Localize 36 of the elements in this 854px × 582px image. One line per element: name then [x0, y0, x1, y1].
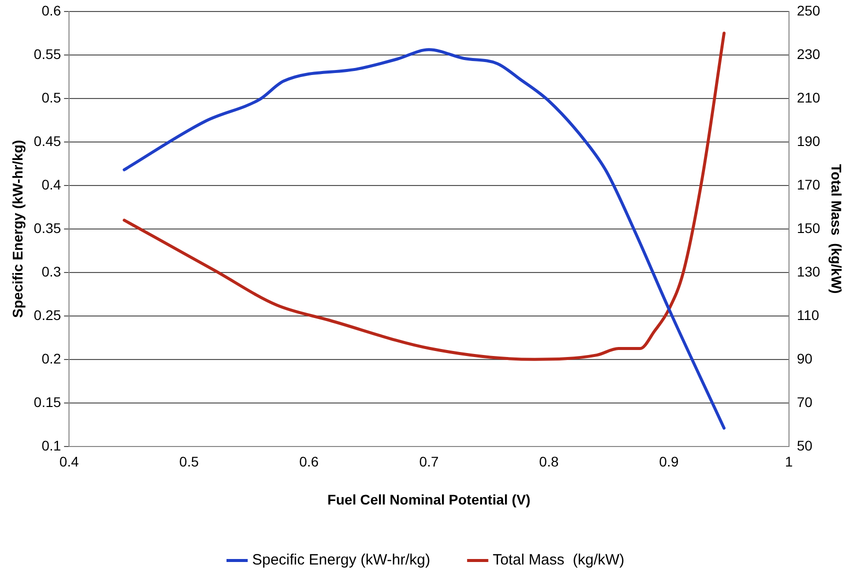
y2-axis-title: Total Mass (kg/kW)	[828, 164, 845, 294]
y2-tick-label: 230	[796, 46, 820, 62]
x-tick-label: 0.6	[299, 454, 319, 470]
x-tick-label: 0.4	[59, 454, 79, 470]
y2-tick-label: 170	[796, 176, 820, 192]
y-tick-label: 0.6	[42, 2, 62, 18]
y-tick-label: 0.55	[34, 46, 62, 62]
x-tick-label: 1	[784, 454, 793, 470]
y2-tick-label: 130	[796, 263, 820, 280]
y-tick-label: 0.2	[42, 350, 62, 366]
y-tick-label: 0.3	[42, 263, 62, 280]
y2-tick-label: 210	[796, 89, 820, 106]
x-tick-label: 0.8	[539, 454, 559, 470]
legend-label: Specific Energy (kW-hr/kg)	[252, 552, 430, 569]
legend-label: Total Mass (kg/kW)	[492, 552, 624, 569]
line-series	[122, 48, 726, 430]
y2-tick-label: 70	[796, 394, 813, 410]
y2-tick-label: 190	[796, 132, 820, 149]
y-tick-label: 0.35	[34, 220, 62, 236]
x-tick-label: 0.9	[659, 454, 679, 470]
y-tick-label: 0.4	[42, 176, 62, 192]
y-tick-label: 0.1	[42, 437, 62, 454]
x-axis-title: Fuel Cell Nominal Potential (V)	[327, 491, 530, 508]
y2-tick-label: 110	[796, 306, 820, 323]
y-tick-label: 0.15	[34, 394, 62, 410]
y2-tick-label: 90	[796, 350, 813, 366]
y-tick-label: 0.25	[34, 306, 62, 323]
x-tick-label: 0.7	[419, 454, 439, 470]
y-tick-label: 0.5	[42, 89, 62, 106]
y2-tick-label: 50	[796, 437, 813, 454]
line-series	[122, 32, 726, 361]
y-axis-title: Specific Energy (kW-hr/kg)	[9, 140, 26, 318]
x-tick-label: 0.5	[179, 454, 199, 470]
y-tick-label: 0.45	[34, 132, 62, 149]
y2-tick-label: 150	[796, 220, 820, 236]
y2-tick-label: 250	[796, 2, 820, 18]
